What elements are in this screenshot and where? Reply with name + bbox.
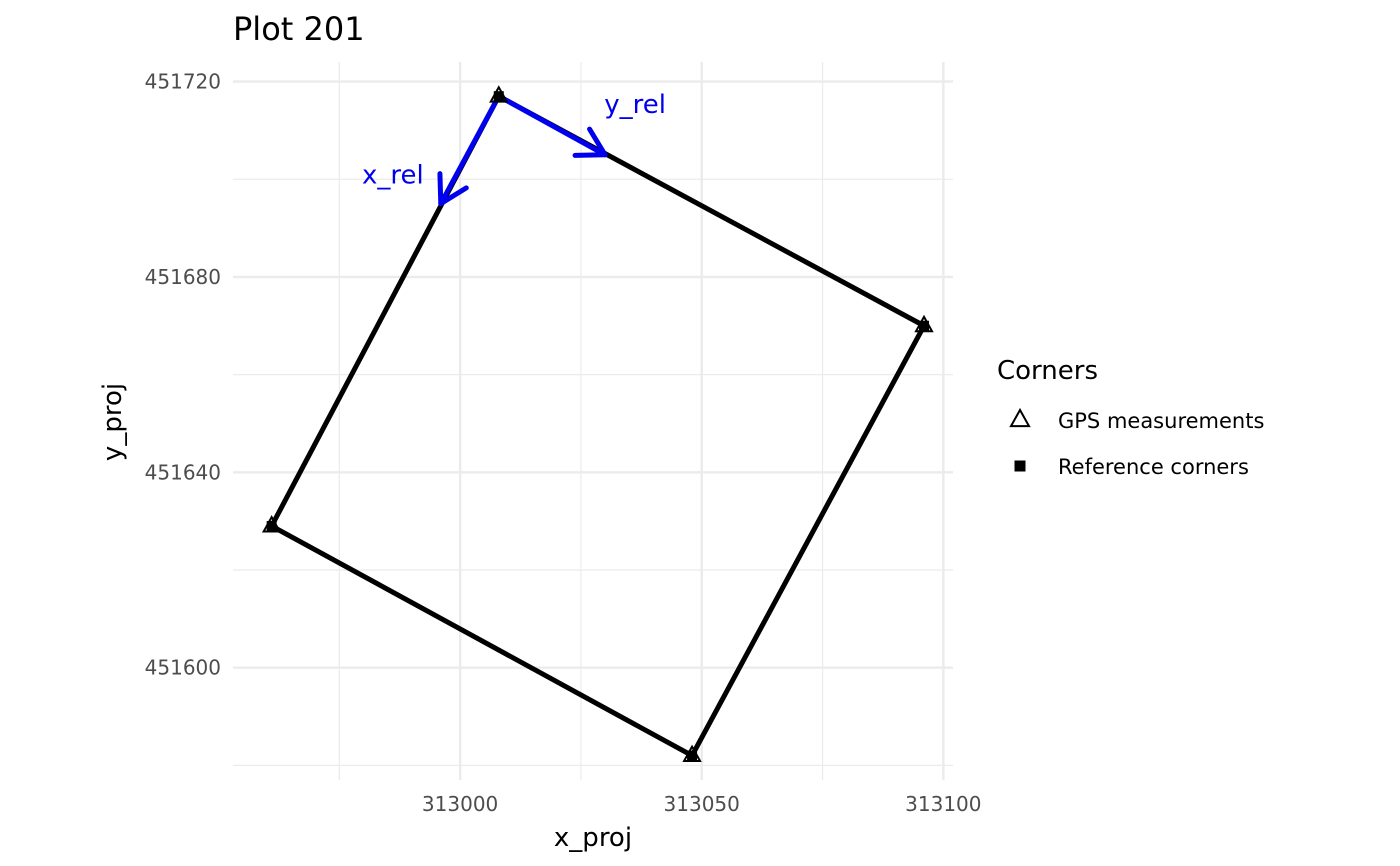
legend-title: Corners <box>997 356 1098 386</box>
y-tick-label: 451720 <box>145 70 221 94</box>
reference-corner-marker <box>687 750 698 761</box>
corner-marker-layer <box>261 85 934 763</box>
legend-triangle-icon <box>1009 407 1031 428</box>
y-tick-label: 451680 <box>145 265 221 289</box>
y-axis-title: y_proj <box>98 383 128 461</box>
grid-major <box>233 62 953 780</box>
x_rel-arrowhead <box>437 171 469 207</box>
legend-square-icon <box>1014 460 1026 472</box>
plot-outline <box>269 93 927 759</box>
grid-minor <box>233 62 953 780</box>
x_rel-arrow <box>438 93 502 207</box>
plot-outline-layer <box>269 93 927 759</box>
reference-corner-marker <box>493 91 504 102</box>
y-tick-labels: 451600 451640 451680 451720 <box>145 70 221 680</box>
legend: Corners GPS measurements Reference corner… <box>997 356 1264 479</box>
y_rel-arrow <box>496 93 608 158</box>
reference-corner-marker <box>266 521 277 532</box>
x-tick-label: 313000 <box>422 792 498 816</box>
x-axis-title: x_proj <box>554 823 632 853</box>
y-tick-label: 451600 <box>145 656 221 680</box>
x_rel-label: x_rel <box>362 161 424 191</box>
y_rel-label: y_rel <box>604 90 666 120</box>
x-tick-label: 313100 <box>905 792 981 816</box>
x-tick-label: 313050 <box>664 792 740 816</box>
x-tick-labels: 313000 313050 313100 <box>422 792 982 816</box>
legend-entries: GPS measurements Reference corners <box>1009 407 1264 479</box>
plot-title: Plot 201 <box>233 10 365 48</box>
y-tick-label: 451640 <box>145 460 221 484</box>
reference-corner-marker <box>919 320 930 331</box>
legend-label: Reference corners <box>1058 455 1249 479</box>
arrow-layer: x_rel y_rel <box>362 90 666 207</box>
y_rel-arrowhead <box>572 126 608 158</box>
legend-label: GPS measurements <box>1058 409 1264 433</box>
